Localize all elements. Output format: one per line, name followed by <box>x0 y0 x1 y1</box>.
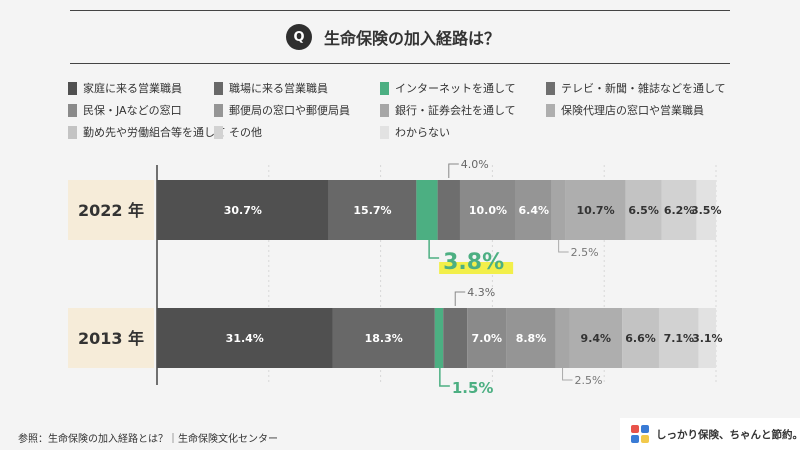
logo-text: しっかり保険、ちゃんと節約。 <box>656 428 800 441</box>
bar-segment <box>555 308 570 368</box>
legend-label: テレビ・新聞・雑誌などを通して <box>561 82 726 95</box>
bar-segment <box>565 180 626 240</box>
bar-segment <box>569 308 623 368</box>
bar-segment <box>661 180 697 240</box>
value-label: 10.7% <box>576 204 614 217</box>
legend-item: 勤め先や労働組合等を通して <box>68 124 226 140</box>
bar-segment <box>157 180 329 240</box>
bar-segment <box>506 308 556 368</box>
value-label: 7.0% <box>472 332 503 345</box>
legend-swatch <box>68 81 77 95</box>
question-badge: Q <box>286 24 312 50</box>
bar-segment <box>443 308 468 368</box>
value-label-callout: 4.0% <box>461 158 489 171</box>
legend-swatch <box>68 103 77 117</box>
bar-segment <box>157 308 333 368</box>
legend-label: 職場に来る営業職員 <box>229 82 328 95</box>
value-label: 6.6% <box>625 332 656 345</box>
legend-label: 勤め先や労働組合等を通して <box>83 126 226 139</box>
value-label-callout: 3.8% <box>443 250 504 275</box>
value-label-callout: 4.3% <box>467 286 495 299</box>
legend-swatch <box>380 125 389 139</box>
highlight-marker <box>439 262 514 274</box>
bar-segment <box>332 308 435 368</box>
legend-swatch <box>546 81 555 95</box>
value-label-callout: 2.5% <box>571 246 599 259</box>
legend-label: 銀行・証券会社を通して <box>395 104 516 117</box>
legend-item: 民保・JAなどの窓口 <box>68 102 182 118</box>
callout-line <box>562 368 573 381</box>
bar-segment <box>467 308 507 368</box>
bar-segment <box>698 308 716 368</box>
legend-item: 職場に来る営業職員 <box>214 80 328 96</box>
bar-segment <box>515 180 552 240</box>
legend-item: インターネットを通して <box>380 80 516 96</box>
legend-label: 家庭に来る営業職員 <box>83 82 182 95</box>
value-label: 3.5% <box>691 204 722 217</box>
legend-item: テレビ・新聞・雑誌などを通して <box>546 80 726 96</box>
bar-segment <box>551 180 566 240</box>
legend-swatch <box>546 103 555 117</box>
legend-label: 保険代理店の窓口や営業職員 <box>561 104 704 117</box>
callout-line <box>428 240 440 259</box>
legend-swatch <box>380 103 389 117</box>
legend-swatch <box>214 81 223 95</box>
category-label-box <box>68 308 154 368</box>
value-label: 15.7% <box>353 204 391 217</box>
legend-label: その他 <box>229 126 262 139</box>
chart-title: 生命保険の加入経路は？ <box>324 29 501 48</box>
value-label: 8.8% <box>516 332 547 345</box>
legend-label: 郵便局の窓口や郵便局員 <box>229 104 350 117</box>
value-label: 7.1% <box>664 332 695 345</box>
value-label-callout: 2.5% <box>575 374 603 387</box>
value-label: 30.7% <box>224 204 262 217</box>
legend-item: 保険代理店の窓口や営業職員 <box>546 102 704 118</box>
bar-segment <box>622 308 659 368</box>
bar-segment <box>696 180 716 240</box>
value-label: 3.1% <box>692 332 723 345</box>
value-label: 6.4% <box>519 204 550 217</box>
legend-item: 郵便局の窓口や郵便局員 <box>214 102 350 118</box>
legend-label: 民保・JAなどの窓口 <box>83 104 182 117</box>
legend-swatch <box>214 103 223 117</box>
legend-swatch <box>214 125 223 139</box>
bar-segment <box>434 308 444 368</box>
logo-mark-icon <box>630 424 650 444</box>
callout-line <box>454 291 466 306</box>
legend-item: わからない <box>380 124 450 140</box>
legend-swatch <box>380 81 389 95</box>
value-label: 6.2% <box>664 204 695 217</box>
title-bar: Q 生命保険の加入経路は？ <box>70 10 730 64</box>
legend-item: その他 <box>214 124 262 140</box>
value-label: 9.4% <box>581 332 612 345</box>
callout-line <box>558 240 569 253</box>
bar-segment <box>625 180 662 240</box>
legend-label: インターネットを通して <box>395 82 516 95</box>
value-label: 10.0% <box>469 204 507 217</box>
legend-label: わからない <box>395 126 450 139</box>
value-label-callout: 1.5% <box>452 379 494 397</box>
callout-line <box>439 368 450 387</box>
bar-segment <box>416 180 438 240</box>
bar-segment <box>658 308 699 368</box>
legend-swatch <box>68 125 77 139</box>
bar-segment <box>328 180 417 240</box>
bar-segment <box>459 180 516 240</box>
brand-logo: しっかり保険、ちゃんと節約。 <box>620 418 800 450</box>
value-label: 18.3% <box>365 332 403 345</box>
legend-item: 銀行・証券会社を通して <box>380 102 516 118</box>
value-label: 6.5% <box>628 204 659 217</box>
value-label: 31.4% <box>226 332 264 345</box>
category-label: 2013 年 <box>78 329 144 348</box>
bar-segment <box>437 180 460 240</box>
callout-line <box>448 163 459 178</box>
category-label-box <box>68 180 154 240</box>
source-citation: 参照：生命保険の加入経路とは？｜生命保険文化センター <box>18 434 278 445</box>
category-label: 2022 年 <box>78 201 144 220</box>
legend-item: 家庭に来る営業職員 <box>68 80 182 96</box>
